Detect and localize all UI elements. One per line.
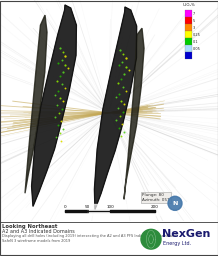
- Point: [61, 127, 65, 131]
- Point: [122, 102, 126, 106]
- Text: 7: 7: [193, 12, 195, 16]
- Point: [53, 93, 57, 97]
- Point: [58, 46, 62, 50]
- Point: [118, 114, 122, 118]
- Text: 0.05: 0.05: [193, 47, 201, 51]
- Point: [57, 111, 61, 115]
- Polygon shape: [94, 7, 137, 209]
- Circle shape: [141, 229, 161, 249]
- Point: [116, 80, 120, 84]
- Point: [124, 89, 128, 93]
- Point: [122, 130, 126, 134]
- Point: [121, 110, 125, 114]
- Point: [124, 65, 128, 69]
- Polygon shape: [124, 28, 144, 199]
- Text: 50: 50: [85, 205, 90, 209]
- Point: [117, 63, 121, 68]
- Point: [124, 56, 128, 60]
- Bar: [185, 31, 192, 38]
- Point: [55, 79, 59, 83]
- Point: [61, 50, 65, 54]
- Point: [114, 118, 118, 122]
- Text: N: N: [172, 201, 178, 206]
- Text: 0: 0: [64, 205, 66, 209]
- Point: [63, 86, 67, 90]
- Text: Energy Ltd.: Energy Ltd.: [163, 241, 191, 246]
- Text: 0.25: 0.25: [193, 33, 201, 37]
- Point: [59, 119, 63, 123]
- Point: [121, 84, 125, 89]
- Point: [120, 60, 124, 65]
- Point: [61, 99, 65, 103]
- Bar: [185, 10, 192, 17]
- Point: [58, 74, 62, 79]
- Point: [117, 92, 121, 96]
- Point: [66, 66, 70, 70]
- Point: [122, 72, 126, 77]
- Point: [58, 131, 62, 135]
- Text: 5: 5: [193, 19, 195, 23]
- Point: [116, 106, 120, 110]
- Point: [63, 63, 67, 68]
- Bar: [185, 45, 192, 52]
- Point: [119, 134, 123, 138]
- Point: [56, 123, 60, 127]
- Point: [55, 103, 59, 107]
- Point: [60, 58, 64, 62]
- Point: [53, 115, 57, 119]
- Point: [63, 54, 67, 58]
- Bar: [185, 17, 192, 24]
- Polygon shape: [25, 15, 47, 193]
- Bar: [185, 52, 192, 59]
- Point: [60, 81, 64, 86]
- Text: 3: 3: [193, 26, 195, 30]
- Point: [114, 94, 118, 99]
- Text: 0.1: 0.1: [193, 40, 199, 44]
- Point: [56, 61, 60, 66]
- Text: A2 and A3 Indicated Domains: A2 and A3 Indicated Domains: [2, 229, 75, 234]
- Polygon shape: [32, 5, 76, 206]
- Point: [54, 135, 58, 139]
- Text: NexGen: NexGen: [162, 229, 210, 239]
- Bar: [185, 38, 192, 45]
- Point: [120, 122, 124, 126]
- Text: 100: 100: [106, 205, 114, 209]
- Point: [119, 99, 123, 103]
- Point: [56, 89, 60, 93]
- Point: [59, 139, 63, 143]
- Point: [117, 126, 121, 130]
- Point: [119, 77, 123, 81]
- Text: SafeN 3 wireframe models from 2019: SafeN 3 wireframe models from 2019: [2, 239, 70, 243]
- Text: Plunge: 80
Azimuth: 057: Plunge: 80 Azimuth: 057: [142, 193, 170, 202]
- Circle shape: [168, 196, 182, 210]
- Text: Looking Northeast: Looking Northeast: [2, 225, 57, 229]
- Text: Displaying all drill holes (including 2019) intersecting the A2 and A3 PFS Indic: Displaying all drill holes (including 20…: [2, 234, 177, 238]
- Point: [58, 95, 62, 100]
- Text: U₃O₈%: U₃O₈%: [182, 3, 195, 7]
- Text: 200: 200: [151, 205, 159, 209]
- Point: [121, 52, 125, 56]
- Bar: [185, 24, 192, 31]
- Point: [61, 70, 65, 74]
- Point: [60, 107, 64, 111]
- Point: [118, 48, 122, 52]
- Point: [127, 68, 131, 72]
